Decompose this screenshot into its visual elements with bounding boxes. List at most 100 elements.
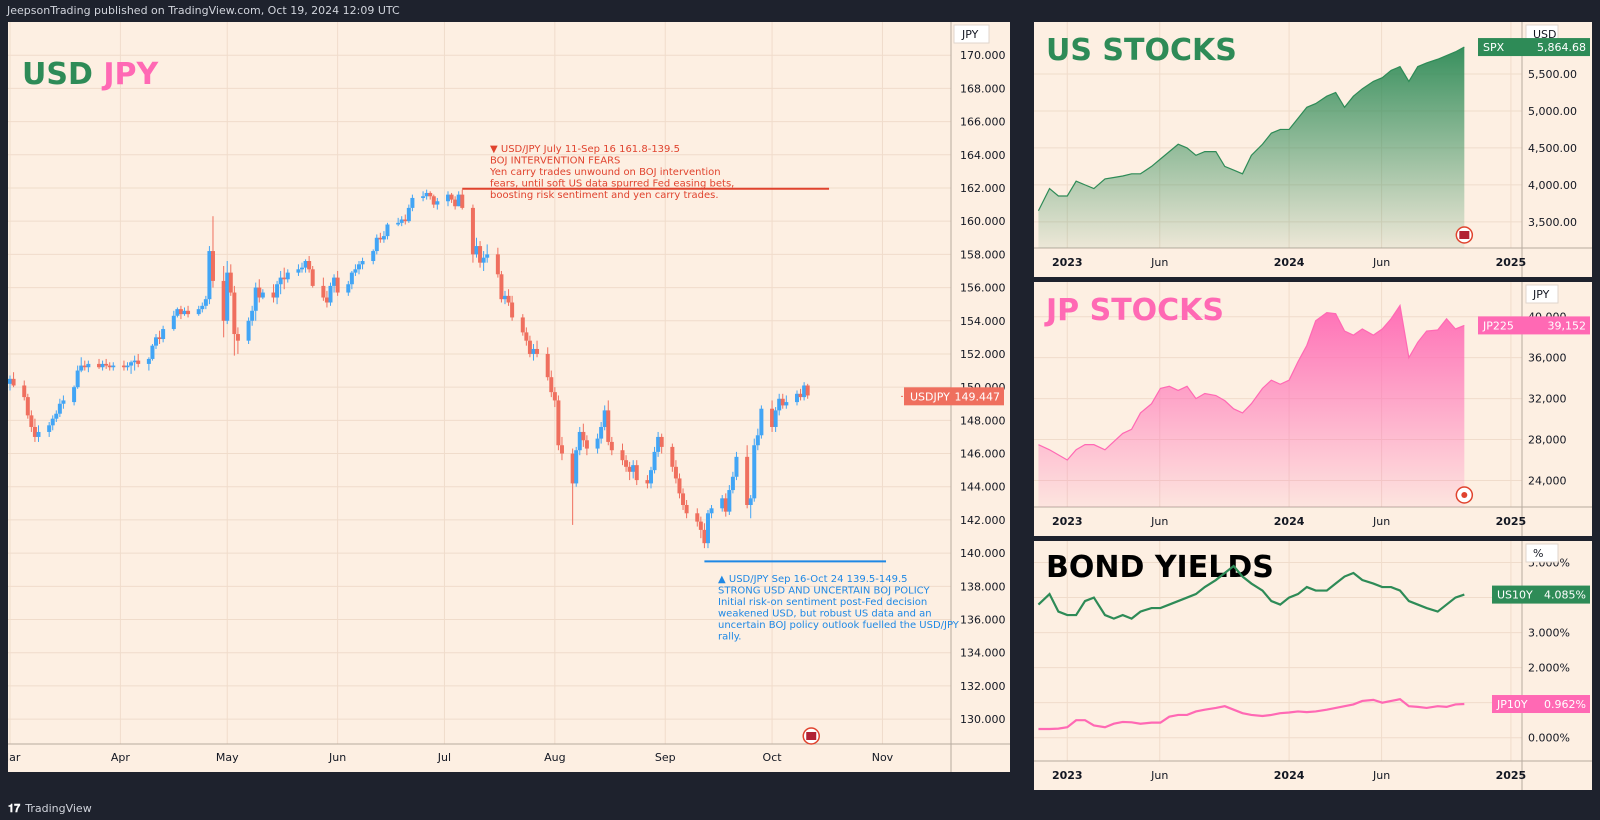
chart-title: USD JPY <box>22 57 159 92</box>
candle-body <box>431 196 436 205</box>
y-tick-label: 144.000 <box>960 481 1006 494</box>
y-tick-label: 156.000 <box>960 282 1006 295</box>
candle-body <box>556 400 561 446</box>
series-line-jp10y <box>1038 698 1465 731</box>
x-tick-label: Jun <box>1372 515 1390 528</box>
down-annotation-text: boosting risk sentiment and yen carry tr… <box>490 190 719 201</box>
area-fill <box>1038 305 1465 507</box>
candle-body <box>752 445 757 499</box>
candle-body <box>161 329 166 340</box>
y-tick-label: 32,000 <box>1528 393 1567 406</box>
up-annotation-text: uncertain BOJ policy outlook fuelled the… <box>718 620 960 631</box>
y-tick-label: 146.000 <box>960 448 1006 461</box>
candle-body <box>673 466 678 479</box>
last-value-box <box>1492 695 1590 714</box>
candle-body <box>186 310 191 315</box>
candle-body <box>146 358 151 364</box>
candle-body <box>111 365 116 368</box>
spx-panel[interactable]: 5,500.00 5,000.00 4,500.00 4,000.00 3,500.00… <box>1034 22 1592 277</box>
candle-body <box>136 360 141 364</box>
candle-body <box>727 490 732 512</box>
y-tick-label: 130.000 <box>960 713 1006 726</box>
candle-body <box>221 280 226 321</box>
candle-body <box>652 451 657 471</box>
last-price-label: 39,152 <box>1548 319 1587 332</box>
candle-body <box>659 436 664 447</box>
us-flag-icon <box>1459 231 1470 239</box>
candle-body <box>54 413 59 419</box>
candle-body <box>435 201 440 205</box>
jp225-panel[interactable]: 40,00036,00032,00028,00024,000JPY2023Jun… <box>1034 282 1592 536</box>
candle-body <box>403 219 408 222</box>
candle-body <box>805 385 810 396</box>
us-flag-icon <box>806 732 817 740</box>
candle-body <box>275 284 280 298</box>
y-tick-label: 0.000% <box>1528 732 1570 745</box>
candle-body <box>502 295 507 300</box>
candle-body <box>82 365 87 368</box>
panel-background <box>1034 541 1592 790</box>
candle-body <box>784 402 789 406</box>
candle-body <box>100 363 105 368</box>
panel-background <box>8 22 1010 772</box>
candle-body <box>196 309 201 315</box>
x-tick-label: Jun <box>1150 769 1168 782</box>
symbol-label: JP225 <box>1482 319 1514 332</box>
candle-body <box>481 257 486 263</box>
jp-flag-icon <box>1461 492 1468 498</box>
currency-label: USD <box>1533 28 1557 41</box>
candle-body <box>620 450 625 461</box>
candle-body <box>371 251 376 262</box>
candle-body <box>8 378 12 384</box>
candle-body <box>709 508 714 514</box>
candle-body <box>374 237 379 252</box>
candle-body <box>581 431 586 441</box>
y-tick-label: 158.000 <box>960 248 1006 261</box>
candle-body <box>495 254 500 275</box>
candle-body <box>798 393 803 398</box>
candle-body <box>773 410 778 427</box>
candle-body <box>171 315 176 330</box>
candle-body <box>535 348 540 354</box>
candle-body <box>150 345 155 359</box>
bond-yields-panel[interactable]: 5.000%4.000%3.000%2.000%1.000%0.000%%202… <box>1034 541 1592 790</box>
candle-body <box>104 363 109 366</box>
x-tick-label: Jun <box>1372 769 1390 782</box>
y-tick-label: 142.000 <box>960 514 1006 527</box>
candle-body <box>606 410 611 442</box>
candle-body <box>410 197 415 208</box>
title-jpy: JPY <box>101 57 159 92</box>
candle-body <box>745 456 750 505</box>
tradingview-logo-icon[interactable]: 𝟏𝟕 <box>8 802 21 815</box>
usdjpy-panel[interactable]: 170.000 168.000 166.000 164.000 162.000 160.0… <box>8 22 1010 772</box>
candle-body <box>627 466 632 472</box>
footer-brand[interactable]: TradingView <box>25 802 92 815</box>
candle-body <box>499 274 504 300</box>
y-tick-label: 134.000 <box>960 647 1006 660</box>
x-tick-label: 2024 <box>1274 769 1305 782</box>
x-tick-label: 2024 <box>1274 515 1305 528</box>
candle-body <box>624 460 629 467</box>
candle-body <box>72 387 77 403</box>
candle-body <box>759 408 764 436</box>
candle-body <box>253 287 258 311</box>
candle-body <box>250 310 255 321</box>
candle-body <box>634 465 639 481</box>
candle-body <box>520 317 525 333</box>
y-tick-label: 148.000 <box>960 414 1006 427</box>
x-tick-label: Jun <box>328 751 346 764</box>
y-tick-label: 164.000 <box>960 149 1006 162</box>
candle-body <box>178 309 183 315</box>
y-tick-label: 28,000 <box>1528 434 1567 447</box>
candle-body <box>121 365 126 368</box>
y-tick-label: 4,500.00 <box>1528 142 1577 155</box>
series-last-value: 0.962% <box>1544 698 1586 711</box>
candle-body <box>645 480 650 484</box>
candle-body <box>154 337 159 346</box>
candle-body <box>478 246 483 263</box>
y-tick-label: 5,500.00 <box>1528 68 1577 81</box>
candle-body <box>670 446 675 467</box>
currency-label: JPY <box>961 28 979 41</box>
y-tick-label: 140.000 <box>960 547 1006 560</box>
x-tick-label: 2024 <box>1274 256 1305 269</box>
